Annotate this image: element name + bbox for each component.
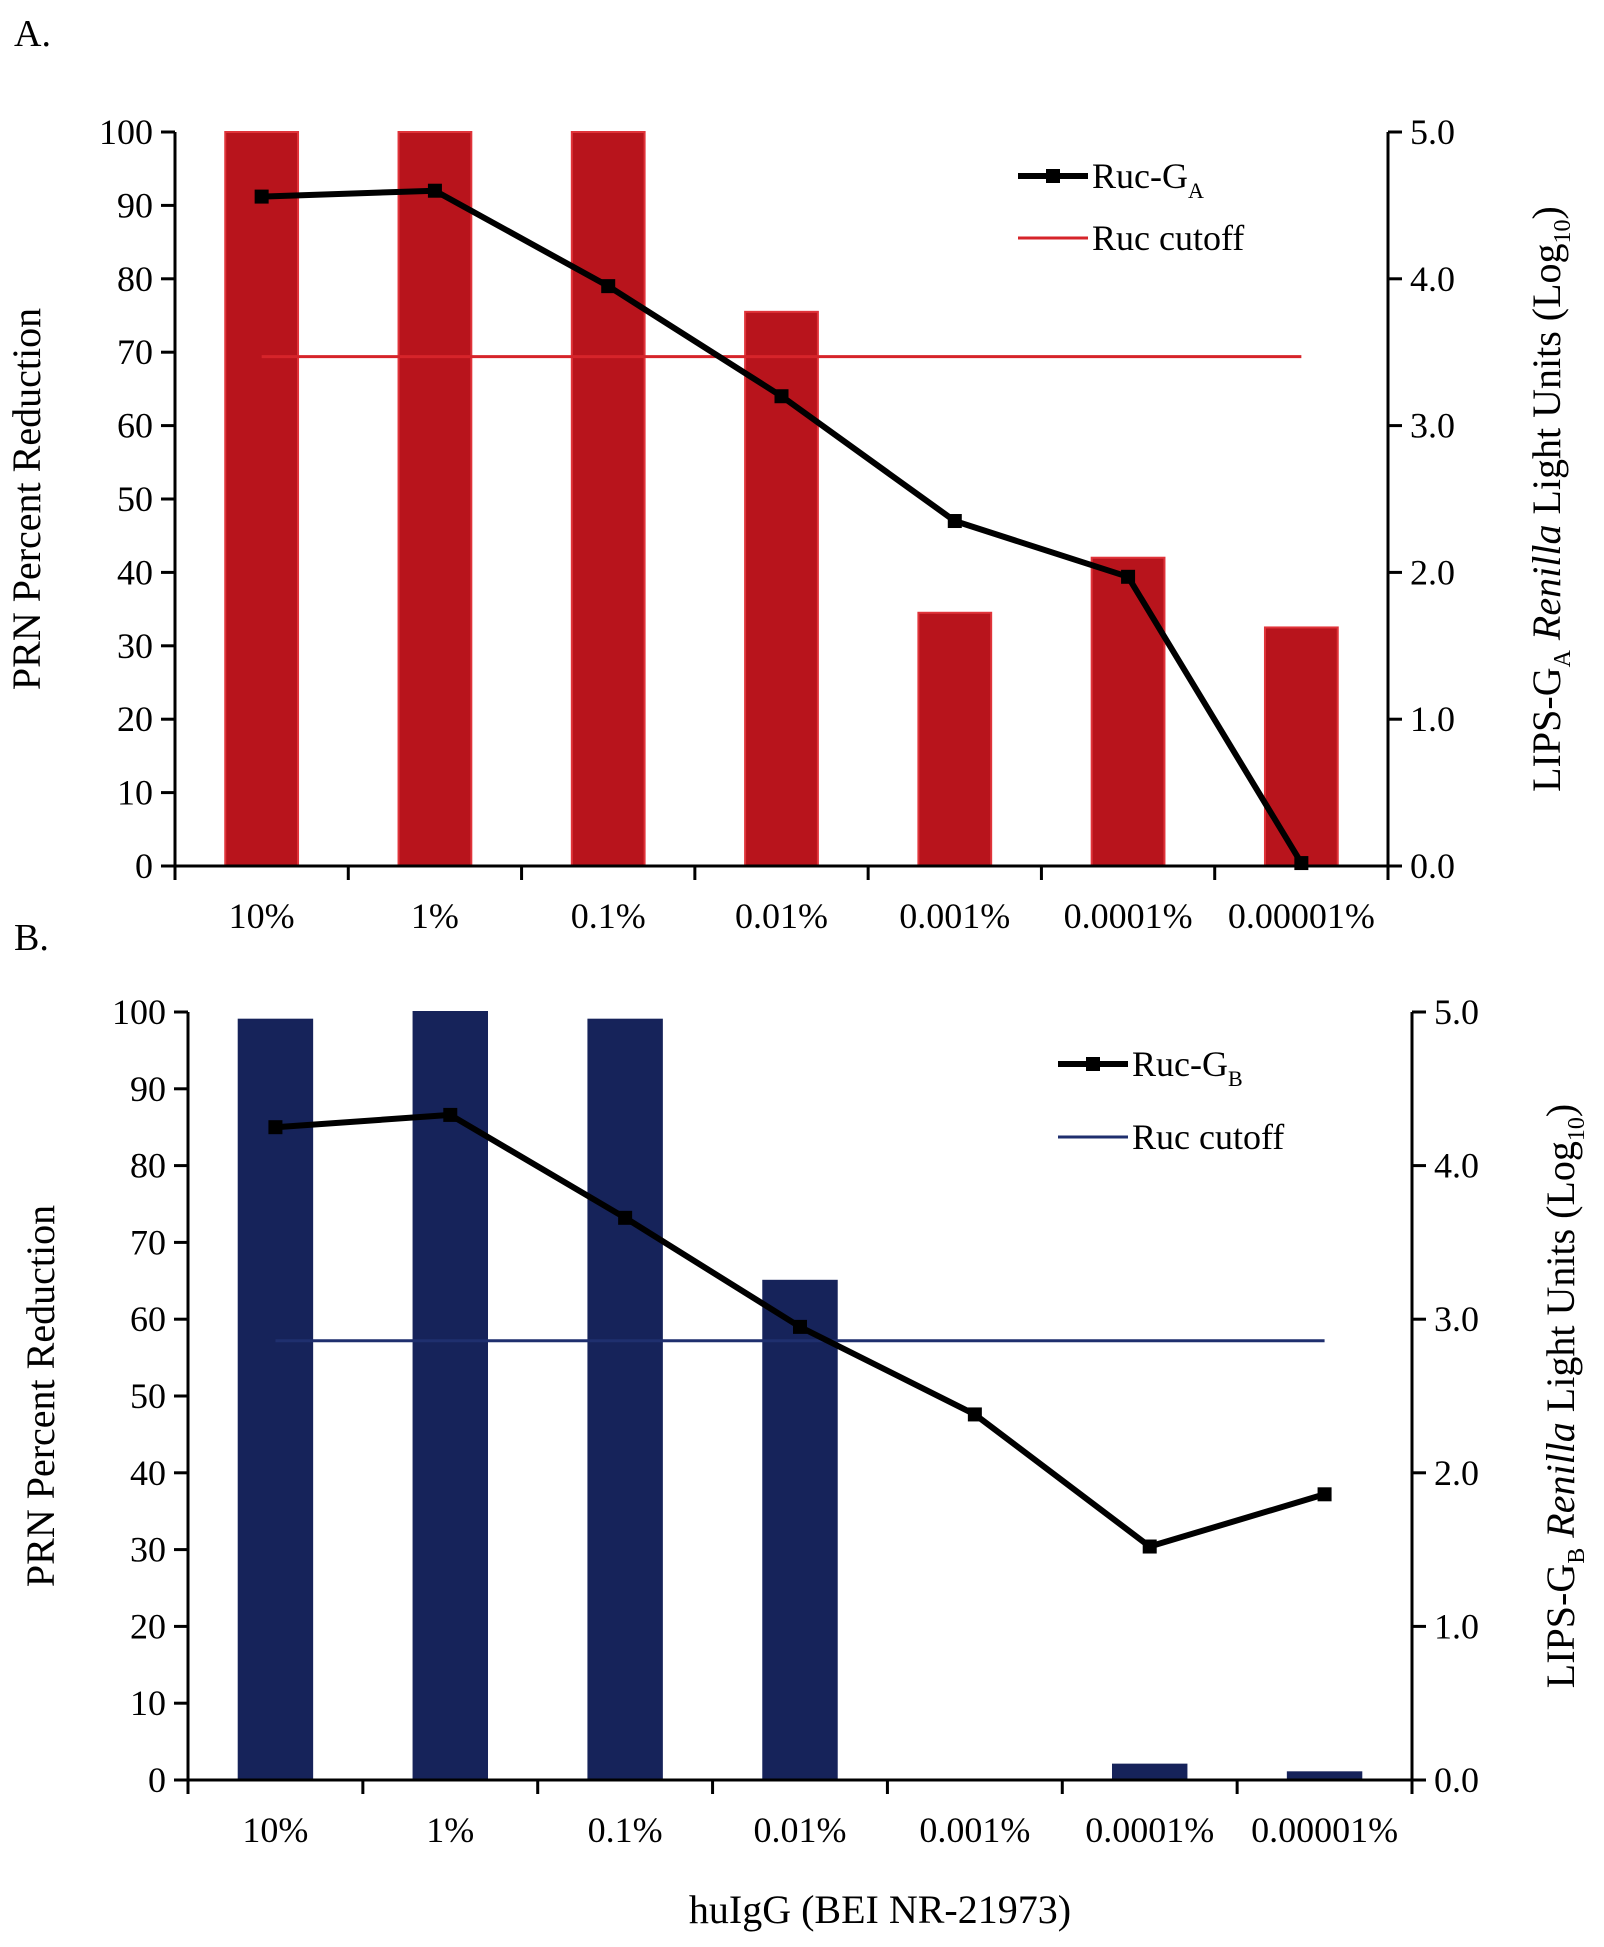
category-label: 0.1%	[571, 896, 646, 936]
legend: Ruc-GA Ruc cutoff	[1018, 156, 1244, 258]
right-axis-title: LIPS-GA Renilla Light Units (Log10)	[1524, 206, 1576, 792]
line-marker-0.01%	[793, 1319, 807, 1334]
legend-label-cutoff: Ruc cutoff	[1132, 1117, 1284, 1157]
category-label: 0.0001%	[1064, 896, 1193, 936]
right-tick-label: 1.0	[1410, 699, 1455, 739]
left-tick-label: 0	[135, 846, 153, 886]
line-marker-0.1%	[601, 279, 616, 294]
line-marker-1%	[427, 183, 442, 198]
right-tick-label: 1.0	[1434, 1606, 1479, 1646]
line-marker-10%	[254, 189, 269, 204]
line-marker-1%	[443, 1107, 458, 1122]
category-label: 10%	[229, 896, 295, 936]
x-axis-title: huIgG (BEI NR-21973)	[689, 1887, 1071, 1932]
left-tick-label: 60	[117, 406, 153, 446]
line-marker-0.0001%	[1142, 1539, 1157, 1554]
left-tick-label: 70	[130, 1222, 166, 1262]
left-axis-title: PRN Percent Reduction	[18, 1205, 63, 1587]
left-tick-label: 20	[117, 699, 153, 739]
right-tick-label: 2.0	[1410, 552, 1455, 592]
bar-0.001%	[917, 611, 993, 868]
left-tick-label: 100	[99, 112, 153, 152]
left-tick-label: 30	[130, 1530, 166, 1570]
right-tick-label: 5.0	[1410, 112, 1455, 152]
line-marker-0.1%	[618, 1210, 633, 1225]
legend: Ruc-GB Ruc cutoff	[1058, 1044, 1284, 1157]
bar-0.01%	[762, 1279, 838, 1782]
line-marker-0.00001%	[1294, 856, 1309, 871]
panel-a: A. 0 10 20 30 40 50 60 70 80 90 100 0.0 1.0 2.0 3.0 4.0 5…	[4, 13, 1576, 936]
left-tick-label: 80	[130, 1146, 166, 1186]
category-label: 0.001%	[899, 896, 1010, 936]
category-label: 1%	[426, 1810, 474, 1850]
right-tick-label: 0.0	[1410, 846, 1455, 886]
left-tick-label: 80	[117, 259, 153, 299]
left-axis-title: PRN Percent Reduction	[4, 308, 49, 690]
left-tick-label: 10	[130, 1683, 166, 1723]
left-tick-label: 70	[117, 332, 153, 372]
right-tick-label: 3.0	[1434, 1299, 1479, 1339]
left-tick-label: 50	[117, 479, 153, 519]
bar-0.0001%	[1090, 556, 1166, 867]
right-tick-label: 4.0	[1410, 259, 1455, 299]
bar-0.1%	[570, 131, 646, 867]
left-tick-label: 100	[112, 992, 166, 1032]
bar-0.0001%	[1111, 1763, 1188, 1782]
category-label: 1%	[411, 896, 459, 936]
left-tick-label: 20	[130, 1606, 166, 1646]
panel-label: B.	[14, 917, 49, 959]
left-tick-label: 90	[117, 185, 153, 225]
right-axis-title: LIPS-GB Renilla Light Units (Log10)	[1538, 1104, 1590, 1688]
right-tick-label: 0.0	[1434, 1760, 1479, 1800]
legend-label-series: Ruc-GB	[1132, 1044, 1243, 1091]
category-label: 10%	[242, 1810, 308, 1850]
left-tick-label: 50	[130, 1376, 166, 1416]
legend-label-series: Ruc-GA	[1092, 156, 1204, 203]
left-tick-label: 60	[130, 1299, 166, 1339]
left-tick-label: 0	[148, 1760, 166, 1800]
bar-0.00001%	[1263, 626, 1339, 868]
line-marker-0.00001%	[1317, 1487, 1332, 1502]
line-marker-0.001%	[947, 514, 962, 529]
right-tick-label: 5.0	[1434, 992, 1479, 1032]
left-tick-label: 30	[117, 626, 153, 666]
legend-line-marker	[1086, 1057, 1100, 1071]
left-tick-label: 40	[117, 552, 153, 592]
line-marker-10%	[268, 1120, 283, 1135]
category-label: 0.01%	[735, 896, 828, 936]
category-label: 0.0001%	[1085, 1810, 1214, 1850]
right-tick-label: 3.0	[1410, 406, 1455, 446]
right-tick-label: 2.0	[1434, 1453, 1479, 1493]
panel-label: A.	[14, 13, 51, 55]
line-marker-0.01%	[774, 389, 789, 404]
bar-1%	[397, 131, 473, 867]
legend-line-marker	[1046, 169, 1060, 183]
category-label: 0.1%	[588, 1810, 663, 1850]
category-label: 0.01%	[754, 1810, 847, 1850]
category-label: 0.00001%	[1251, 1810, 1398, 1850]
category-label: 0.001%	[919, 1810, 1030, 1850]
bar-0.1%	[587, 1018, 663, 1781]
category-label: 0.00001%	[1228, 896, 1375, 936]
bar-10%	[224, 131, 300, 867]
line-marker-0.001%	[967, 1407, 982, 1422]
bar-10%	[237, 1018, 314, 1781]
left-tick-label: 40	[130, 1453, 166, 1493]
left-tick-label: 10	[117, 773, 153, 813]
bar-0.01%	[744, 310, 819, 867]
line-marker-0.0001%	[1121, 569, 1136, 584]
left-tick-label: 90	[130, 1069, 166, 1109]
legend-label-cutoff: Ruc cutoff	[1092, 218, 1244, 258]
panel-b: B. 0 10 20 30 40 50 60 70 80 90 100 0.0 1.0 2.0 3.0 4.0 5…	[14, 917, 1590, 1850]
right-tick-label: 4.0	[1434, 1146, 1479, 1186]
